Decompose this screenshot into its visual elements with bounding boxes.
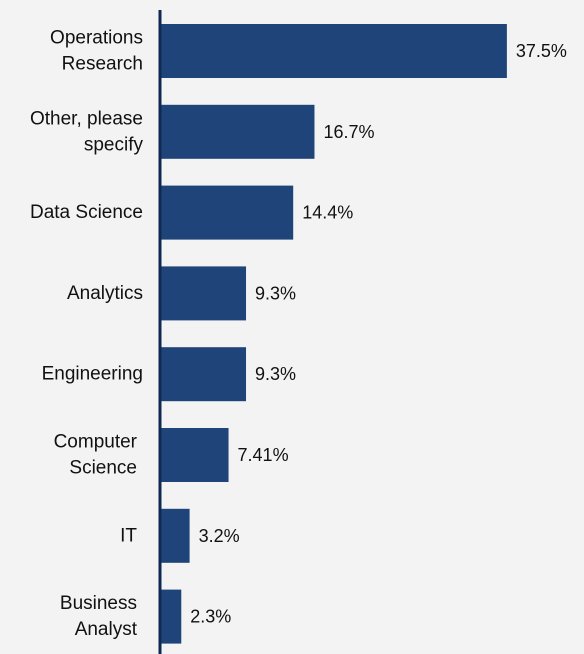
labels-group: 37.5% Operations Research 16.7% Other, pleas…: [30, 28, 567, 641]
category-label: Analytics: [67, 283, 143, 304]
category-label: Analyst: [75, 619, 138, 640]
category-label: Data Science: [30, 202, 143, 223]
bar: [160, 104, 315, 159]
category-label: IT: [120, 525, 137, 546]
category-label: Research: [62, 54, 143, 75]
bar: [160, 185, 294, 240]
data-label: 37.5%: [516, 41, 567, 61]
category-label: Engineering: [42, 364, 143, 385]
bar: [160, 508, 190, 563]
category-label: Business: [60, 593, 137, 614]
data-label: 3.2%: [199, 526, 240, 546]
data-label: 9.3%: [255, 283, 296, 303]
category-label: Operations: [50, 28, 143, 49]
bar: [160, 347, 247, 402]
category-label: Computer: [54, 432, 138, 453]
bars-group: [160, 24, 507, 644]
bar: [160, 428, 229, 482]
category-label: Other, please: [30, 108, 143, 129]
bar: [160, 266, 247, 321]
category-label: specify: [84, 134, 144, 155]
data-label: 7.41%: [238, 445, 289, 465]
data-label: 2.3%: [190, 607, 231, 627]
data-label: 9.3%: [255, 364, 296, 384]
data-label: 16.7%: [323, 122, 374, 142]
data-label: 14.4%: [302, 203, 353, 223]
category-label: Science: [69, 458, 137, 479]
bar: [160, 24, 507, 78]
bar: [160, 589, 182, 644]
